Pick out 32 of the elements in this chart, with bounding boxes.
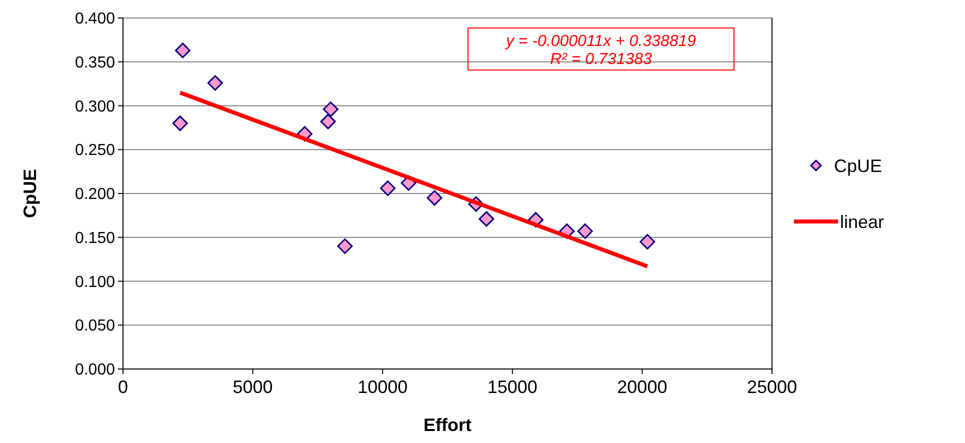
point	[337, 238, 353, 254]
y-tick-label: 0.000	[74, 362, 116, 379]
point	[174, 42, 190, 58]
x-tick-label: 10000	[358, 377, 408, 397]
x-tick-label: 20000	[617, 377, 668, 397]
y-tick-label: 0.150	[74, 230, 116, 247]
point	[380, 180, 396, 196]
y-tick-label: 0.100	[74, 274, 116, 291]
point	[320, 114, 336, 130]
point	[172, 116, 188, 132]
point	[207, 75, 223, 91]
point	[426, 190, 442, 206]
legend-label: linear	[840, 212, 884, 232]
x-tick-label: 25000	[746, 377, 798, 397]
y-tick-label: 0.300	[74, 98, 116, 116]
y-tick-label: 0.050	[74, 318, 116, 335]
point	[577, 223, 593, 239]
point	[478, 211, 494, 227]
x-tick-label: 0	[118, 377, 128, 397]
y-tick-label: 0.200	[74, 186, 116, 204]
y-tick-label: 0.350	[74, 54, 116, 72]
annotation: R² = 0.731383	[550, 51, 652, 68]
point	[640, 234, 656, 250]
x-tick-label: 15000	[487, 377, 538, 397]
legend-label: CpUE	[834, 156, 882, 176]
point	[322, 102, 338, 118]
annotation: y = -0.000011x + 0.338819	[504, 33, 696, 50]
x-tick-label: 5000	[232, 377, 273, 397]
y-axis-title: CpUE	[20, 169, 40, 218]
y-tick-label: 0.250	[74, 142, 116, 160]
y-tick-label: 0.400	[74, 10, 116, 28]
x-axis-title: Effort	[424, 415, 472, 435]
